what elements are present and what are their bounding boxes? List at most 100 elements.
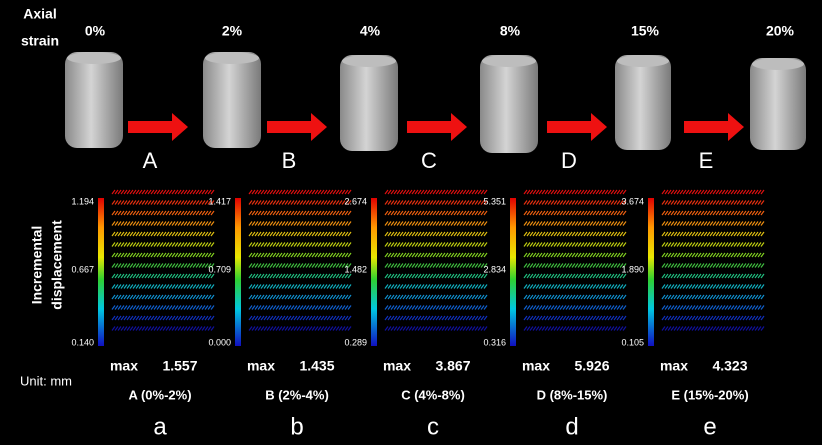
- vector: [330, 243, 333, 247]
- vector: [394, 274, 397, 278]
- vector: [590, 327, 593, 331]
- vector: [202, 264, 205, 268]
- vector: [336, 264, 339, 268]
- vector: [145, 264, 148, 268]
- vector: [695, 253, 698, 257]
- vector: [118, 222, 121, 226]
- vector: [572, 264, 575, 268]
- vector: [689, 316, 692, 320]
- vector: [421, 285, 424, 289]
- vector: [297, 201, 300, 205]
- unit-label: Unit: mm: [20, 373, 72, 388]
- vector: [309, 201, 312, 205]
- vector: [472, 316, 475, 320]
- vector: [454, 285, 457, 289]
- vector: [327, 285, 330, 289]
- vector: [264, 243, 267, 247]
- vector: [484, 211, 487, 215]
- vector: [154, 243, 157, 247]
- vector: [163, 316, 166, 320]
- vector: [400, 253, 403, 257]
- vector: [548, 285, 551, 289]
- vector: [596, 327, 599, 331]
- vector: [551, 285, 554, 289]
- vector: [273, 274, 276, 278]
- vector: [175, 211, 178, 215]
- vector: [294, 295, 297, 299]
- vector: [412, 316, 415, 320]
- max-value: 1.557: [162, 358, 197, 374]
- vector: [623, 327, 626, 331]
- vector: [288, 222, 291, 226]
- vector: [695, 285, 698, 289]
- vector: [731, 243, 734, 247]
- vector: [668, 243, 671, 247]
- vector: [716, 327, 719, 331]
- vector: [264, 327, 267, 331]
- vector: [249, 285, 252, 289]
- vector: [677, 190, 680, 194]
- vector: [172, 306, 175, 310]
- max-value: 4.323: [712, 358, 747, 374]
- vector: [680, 306, 683, 310]
- vector: [321, 274, 324, 278]
- vector: [394, 253, 397, 257]
- vector: [478, 253, 481, 257]
- vector: [614, 285, 617, 289]
- vector: [208, 316, 211, 320]
- vector: [258, 243, 261, 247]
- vector: [199, 232, 202, 236]
- vector: [749, 327, 752, 331]
- vector: [581, 222, 584, 226]
- vector: [385, 232, 388, 236]
- range-label: A (0%-2%): [128, 387, 191, 402]
- vector: [330, 253, 333, 257]
- vector: [557, 285, 560, 289]
- vector: [722, 232, 725, 236]
- vector: [596, 264, 599, 268]
- vector: [527, 222, 530, 226]
- vector: [342, 232, 345, 236]
- vector: [336, 201, 339, 205]
- vector: [391, 316, 394, 320]
- vector: [572, 295, 575, 299]
- vector: [475, 295, 478, 299]
- side-label-line: Incremental: [29, 226, 45, 305]
- vector: [737, 274, 740, 278]
- vector: [539, 211, 542, 215]
- vector: [205, 190, 208, 194]
- vector: [530, 327, 533, 331]
- vector: [578, 243, 581, 247]
- vector: [590, 253, 593, 257]
- vector: [202, 285, 205, 289]
- vector: [665, 232, 668, 236]
- vector: [548, 211, 551, 215]
- vector: [412, 201, 415, 205]
- colorbar: [371, 198, 377, 346]
- vector: [276, 285, 279, 289]
- vector: [136, 285, 139, 289]
- vector: [348, 232, 351, 236]
- vector: [463, 306, 466, 310]
- vector: [698, 306, 701, 310]
- vector: [157, 306, 160, 310]
- vector: [258, 211, 261, 215]
- vector: [388, 306, 391, 310]
- vector: [276, 190, 279, 194]
- vector: [722, 253, 725, 257]
- vector: [264, 306, 267, 310]
- vector: [430, 190, 433, 194]
- vector: [154, 274, 157, 278]
- vector: [282, 253, 285, 257]
- vector: [605, 285, 608, 289]
- vector: [288, 232, 291, 236]
- vector: [457, 222, 460, 226]
- vector: [617, 327, 620, 331]
- vector: [545, 211, 548, 215]
- vector: [288, 316, 291, 320]
- panel-letter: b: [290, 413, 303, 440]
- vector: [737, 201, 740, 205]
- vector: [187, 232, 190, 236]
- vector: [124, 253, 127, 257]
- vector: [478, 274, 481, 278]
